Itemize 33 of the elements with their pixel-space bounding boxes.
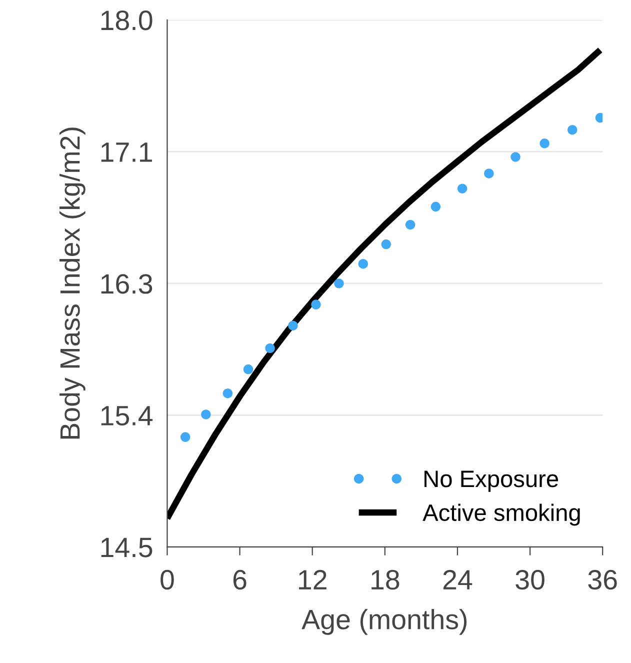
point: [510, 152, 520, 162]
legend-label: Active smoking: [422, 504, 580, 526]
y-tick-label: 14.5: [101, 538, 152, 558]
legend-label: No Exposure: [424, 470, 558, 492]
point: [222, 388, 233, 398]
point: [334, 278, 344, 288]
point: [358, 258, 368, 269]
point: [381, 239, 391, 250]
point: [430, 202, 441, 212]
point: [568, 124, 578, 135]
y-tick-label: 17.1: [101, 142, 152, 162]
x-tick-label: 24: [443, 570, 472, 590]
point: [457, 184, 468, 194]
point: [484, 168, 494, 178]
x-tick-label: 0: [160, 570, 174, 590]
point: [201, 410, 211, 420]
point: [540, 138, 550, 148]
x-tick-label: 12: [299, 570, 326, 590]
y-tick-label: 15.4: [101, 406, 153, 426]
point: [180, 432, 190, 442]
point: [405, 220, 416, 230]
point: [243, 364, 254, 374]
y-axis-title: Body Mass Index (kg/m2): [59, 128, 86, 439]
y-tick-label: 16.3: [101, 274, 152, 294]
x-axis-title: Age (months): [302, 608, 467, 635]
point: [311, 300, 321, 310]
x-tick-label: 18: [372, 570, 400, 590]
x-tick-label: 6: [233, 570, 246, 590]
x-tick-label: 36: [588, 570, 617, 590]
point: [265, 343, 275, 354]
y-tick-label: 18.0: [101, 10, 152, 30]
x-tick-label: 30: [516, 570, 544, 590]
point: [288, 320, 298, 330]
